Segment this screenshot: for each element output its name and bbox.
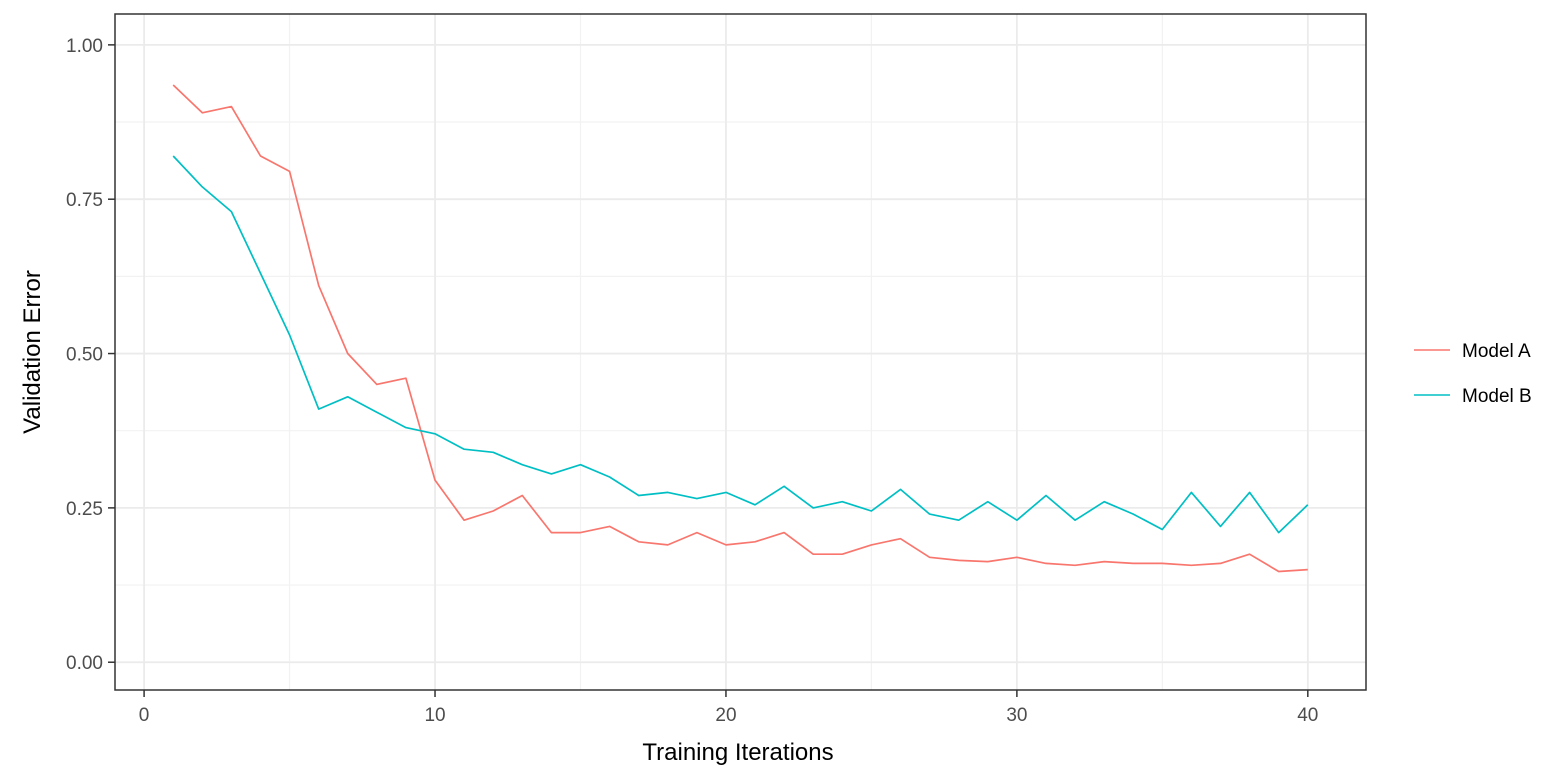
x-tick-label: 40: [1297, 705, 1318, 726]
series-line-model-a: [172, 84, 1308, 573]
x-axis-tick-labels: 0 10 20 30 40: [139, 705, 1319, 726]
y-tick-label: 0.75: [66, 190, 103, 211]
y-tick-label: 0.50: [66, 345, 103, 366]
major-gridlines: [115, 14, 1366, 690]
legend-label-model-a: Model A: [1462, 341, 1531, 362]
plot-panel-border: [114, 13, 1367, 691]
y-tick-label: 0.25: [66, 499, 103, 520]
axis-ticks: [108, 44, 1309, 697]
y-axis-tick-labels: 0.00 0.25 0.50 0.75 1.00: [66, 36, 103, 674]
minor-gridlines: [115, 14, 1366, 690]
legend-label-model-b: Model B: [1462, 386, 1532, 407]
x-tick-label: 30: [1006, 705, 1027, 726]
x-tick-label: 10: [424, 705, 445, 726]
y-axis-title: Validation Error: [19, 270, 46, 434]
x-tick-label: 20: [715, 705, 736, 726]
x-tick-label: 0: [139, 705, 150, 726]
y-tick-label: 1.00: [66, 36, 103, 57]
x-axis-title: Training Iterations: [642, 739, 833, 766]
series-lines: [172, 84, 1309, 573]
legend: Model A Model B: [1414, 341, 1532, 407]
plot-panel-background: [115, 14, 1366, 690]
series-line-model-b: [172, 155, 1309, 534]
y-tick-label: 0.00: [66, 653, 103, 674]
